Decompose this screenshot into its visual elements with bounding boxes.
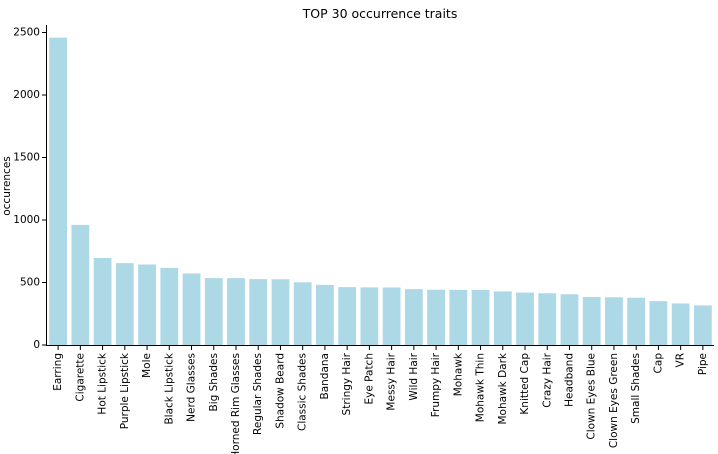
x-tick-label: Knitted Cap	[519, 353, 531, 415]
x-tick-label: Small Shades	[630, 353, 642, 424]
y-ticks-layer: 0 500 1000 1500 2000 2500	[13, 27, 46, 351]
x-tick-label: Shadow Beard	[274, 353, 286, 429]
x-tick-label: Mohawk	[452, 352, 464, 396]
bar-small-shades	[627, 297, 646, 345]
x-tick-label: Classic Shades	[297, 353, 309, 431]
x-tick-label: Wild Hair	[408, 352, 420, 400]
bar-wild-hair	[404, 289, 423, 346]
x-tick-label: Mohawk Thin	[475, 353, 487, 422]
bar-stringy-hair	[338, 287, 357, 346]
x-tick-label: Mohawk Dark	[497, 352, 509, 424]
chart-title: TOP 30 occurrence traits	[302, 6, 458, 21]
bar-regular-shades	[249, 279, 268, 346]
bar-black-lipstick	[160, 267, 179, 346]
bar-horned-rim-glasses	[227, 278, 245, 346]
bar-eye-patch	[360, 287, 379, 346]
bar-messy-hair	[382, 287, 401, 345]
bar-mohawk-thin	[471, 289, 490, 346]
bar-mohawk	[449, 289, 468, 346]
bar-cap	[649, 301, 668, 346]
x-tick-label: Eye Patch	[363, 353, 375, 405]
x-tick-label: Headband	[563, 353, 575, 407]
x-tick-label: Nerd Glasses	[186, 353, 198, 422]
x-tick-label: Bandana	[319, 353, 331, 399]
x-tick-label: VR	[675, 353, 687, 367]
bar-big-shades	[204, 278, 223, 346]
x-tick-label: Pipe	[697, 353, 709, 375]
bar-shadow-beard	[271, 279, 290, 345]
bar-classic-shades	[293, 282, 312, 345]
bar-crazy-hair	[538, 293, 557, 345]
x-tick-label: Cap	[652, 353, 664, 374]
bar-clown-eyes-green	[605, 297, 623, 345]
bar-headband	[560, 294, 579, 345]
bars-layer	[49, 37, 712, 346]
bar-clown-eyes-blue	[582, 297, 601, 345]
bar-pipe	[693, 305, 712, 346]
bar-knitted-cap	[516, 292, 534, 346]
bar-earring	[49, 37, 68, 346]
y-tick-label: 2500	[13, 27, 40, 39]
x-tick-label: Hot Lipstick	[97, 352, 109, 414]
bar-mole	[138, 264, 156, 345]
bar-mohawk-dark	[493, 291, 512, 346]
bar-nerd-glasses	[182, 273, 201, 345]
x-tick-label: Clown Eyes Blue	[586, 353, 598, 440]
bar-purple-lipstick	[115, 263, 134, 346]
x-tick-label: Messy Hair	[386, 352, 398, 410]
x-tick-label: Mole	[141, 353, 153, 378]
x-tick-label: Earring	[52, 353, 64, 391]
bar-hot-lipstick	[93, 258, 112, 345]
x-tick-label: Horned Rim Glasses	[230, 353, 242, 454]
x-tick-label: Big Shades	[208, 353, 220, 411]
x-tick-label: Cigarette	[74, 353, 86, 402]
y-tick-label: 500	[20, 277, 40, 289]
bar-cigarette	[71, 224, 90, 346]
bar-vr	[671, 303, 690, 345]
x-tick-label: Crazy Hair	[541, 352, 553, 407]
x-tick-label: Clown Eyes Green	[608, 353, 620, 448]
y-axis-label: occurences	[1, 156, 13, 216]
x-tick-label: Regular Shades	[252, 353, 264, 435]
x-ticks-layer: Earring Cigarette Hot Lipstick Purple Lipst…	[52, 346, 709, 454]
y-tick-label: 0	[33, 339, 40, 351]
bar-frumpy-hair	[427, 289, 445, 345]
x-tick-label: Frumpy Hair	[430, 352, 442, 417]
bar-bandana	[316, 284, 334, 346]
x-tick-label: Stringy Hair	[341, 352, 353, 415]
y-tick-label: 1000	[13, 214, 40, 226]
x-tick-label: Purple Lipstick	[119, 352, 131, 429]
y-tick-label: 2000	[13, 89, 40, 101]
y-tick-label: 1500	[13, 152, 40, 164]
x-tick-label: Black Lipstick	[163, 352, 175, 424]
